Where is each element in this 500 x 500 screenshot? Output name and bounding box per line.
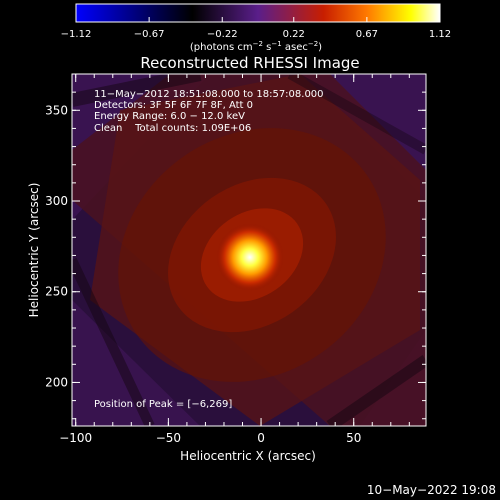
y-tick-label: 300 — [45, 194, 68, 208]
info-line: Detectors: 3F 5F 6F 7F 8F, Att 0 — [94, 100, 253, 111]
peak-position-label: Position of Peak = [−6,269] — [94, 399, 232, 410]
colorbar-tick-label: −0.22 — [207, 29, 238, 40]
colorbar — [75, 3, 441, 23]
y-tick-label: 350 — [45, 103, 68, 117]
heatmap-image — [72, 74, 426, 426]
x-tick-label: −50 — [156, 431, 181, 445]
y-tick-label: 250 — [45, 285, 68, 299]
axis-ticks: −100 −50 0 50 200 250 300 350 — [45, 73, 426, 445]
colorbar-tick-label: 0.67 — [356, 29, 378, 40]
x-tick-label: 50 — [346, 431, 361, 445]
colorbar-unit-label: (photons cm−2 s−1 asec−2) — [190, 40, 322, 53]
info-line: Energy Range: 6.0 − 12.0 keV — [94, 111, 245, 122]
colorbar-tick-label: −0.67 — [134, 29, 165, 40]
chart-title: Reconstructed RHESSI Image — [140, 54, 359, 72]
info-line: 11−May−2012 18:51:08.000 to 18:57:08.000 — [94, 89, 324, 100]
y-tick-label: 200 — [45, 375, 68, 389]
x-tick-label: −100 — [59, 431, 92, 445]
footer-timestamp: 10−May−2022 19:08 — [367, 483, 496, 497]
colorbar-tick-label: −1.12 — [61, 29, 92, 40]
y-axis-title: Heliocentric Y (arcsec) — [27, 183, 41, 318]
colorbar-tick-label: 0.22 — [283, 29, 305, 40]
info-block: 11−May−2012 18:51:08.000 to 18:57:08.000… — [94, 89, 324, 134]
colorbar-tick-label: 1.12 — [429, 29, 451, 40]
x-axis-title: Heliocentric X (arcsec) — [180, 449, 316, 463]
plot-frame — [71, 73, 427, 427]
colorbar-ticks: −1.12 −0.67 −0.22 0.22 0.67 1.12 — [61, 17, 451, 40]
peak-source — [215, 223, 284, 292]
x-tick-label: 0 — [257, 431, 265, 445]
info-line: Clean Total counts: 1.09E+06 — [94, 123, 251, 134]
